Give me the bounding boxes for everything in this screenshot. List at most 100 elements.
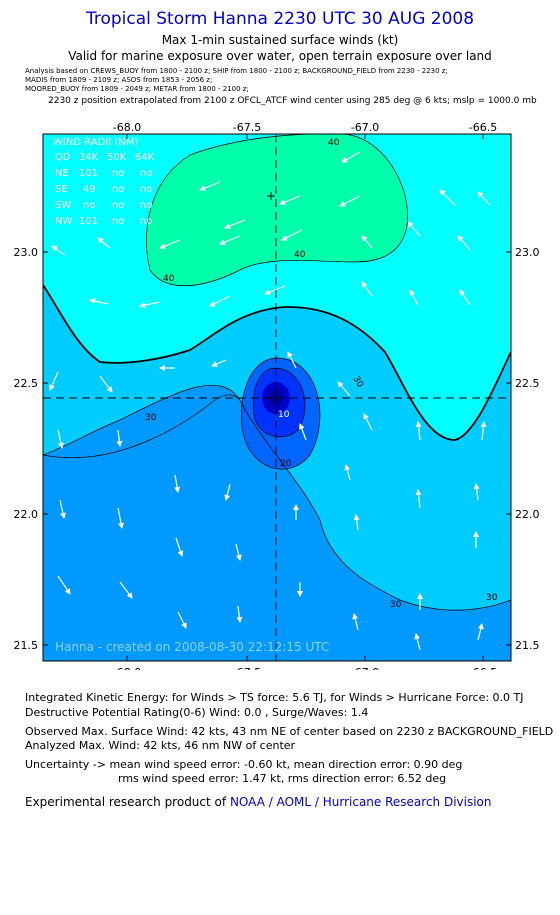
wind-vector-arrow <box>409 289 419 306</box>
wind-vector-arrow <box>59 499 66 519</box>
wind-vector-arrow <box>224 483 231 501</box>
wind-vector-arrow <box>119 581 133 599</box>
wind-vector-arrow <box>477 191 491 206</box>
wind-vector-arrow <box>339 195 361 207</box>
data-sources-line: MOORED_BUOY from 1809 - 2049 z; METAR fr… <box>25 85 249 93</box>
wind-radii-cell: no <box>140 216 152 227</box>
wind-vector-arrow <box>477 623 484 641</box>
lat-tick-label: 22.5 <box>515 377 540 390</box>
lon-tick-label: -68.0 <box>113 121 141 134</box>
wind-vector-arrow <box>209 295 231 307</box>
contour-10-line <box>252 367 306 438</box>
lat-tick-label: 22.5 <box>14 377 39 390</box>
wind-vector-arrow <box>211 359 227 367</box>
contour-label: 30 <box>145 413 157 423</box>
wind-radii-header-cell: 34K <box>79 152 99 163</box>
contour-label: 20 <box>280 459 292 469</box>
wind-vector-arrow <box>439 189 456 206</box>
credit-line: Experimental research product of NOAA / … <box>25 795 492 809</box>
wind-radii-row: NW 101 no no <box>55 216 152 227</box>
axis-ticks <box>43 134 511 661</box>
wind-radii-row: NE 101 no no <box>55 168 152 179</box>
wind-radii-header-cell: 50K <box>107 152 127 163</box>
wind-vector-arrow <box>89 298 109 305</box>
field-above-40kt <box>146 134 408 286</box>
wind-radii-cell: no <box>140 168 152 179</box>
dpr-line: Destructive Potential Rating(0-6) Wind: … <box>25 706 369 719</box>
wind-vector-arrow <box>352 613 359 631</box>
lat-tick-label: 21.5 <box>14 639 39 652</box>
wind-vector-arrow <box>175 537 184 557</box>
contour-label: 10 <box>278 410 290 420</box>
contour-label: 40 <box>328 138 340 148</box>
uncertainty-line: Uncertainty -> mean wind speed error: -0… <box>25 758 463 771</box>
lat-tick-label: 22.0 <box>515 508 540 521</box>
contour-20-line <box>240 357 321 470</box>
wind-vector-arrow <box>177 611 187 629</box>
uncertainty-rms-line: rms wind speed error: 1.47 kt, rms direc… <box>118 772 447 785</box>
data-sources-line: MADIS from 1809 - 2109 z; ASOS from 1853… <box>25 76 213 84</box>
wind-vector-arrow <box>341 151 361 163</box>
wind-vector-arrow <box>344 464 351 481</box>
wind-vector-arrow <box>139 301 161 308</box>
lat-tick-label: 23.0 <box>515 246 540 259</box>
wind-vector-arrow <box>415 421 422 441</box>
wind-vector-arrow <box>298 423 307 441</box>
wind-radii-cell: NW <box>55 216 72 227</box>
contour-label: 30 <box>486 593 498 603</box>
wind-vector-arrow <box>99 375 113 393</box>
lat-tick-label: 23.0 <box>14 246 39 259</box>
wind-vector-arrow <box>480 421 487 441</box>
wind-radii-row: SE 49 no no <box>55 184 152 195</box>
lat-tick-label: 21.5 <box>515 639 540 652</box>
lon-tick-label: -66.5 <box>469 666 497 670</box>
wind-vector-arrow <box>235 543 242 561</box>
wind-vector-arrow <box>279 195 301 205</box>
observed-max-line: Observed Max. Surface Wind: 42 kts, 43 n… <box>25 725 554 738</box>
wind-vector-arrow <box>117 507 124 529</box>
wind-vector-arrow <box>361 281 373 297</box>
wind-analysis-map: 40 40 40 30 30 30 30 20 10 <box>14 121 540 670</box>
wind-vector-arrow <box>199 181 221 191</box>
page-subtitle: Max 1-min sustained surface winds (kt) <box>161 33 399 47</box>
lon-tick-label: -67.5 <box>233 121 261 134</box>
wind-vector-arrow <box>159 239 181 249</box>
wind-vector-arrow <box>49 371 59 391</box>
lat-tick-label: 22.0 <box>14 508 39 521</box>
wind-vector-arrow <box>407 221 421 237</box>
contour-30-line <box>43 384 511 611</box>
wind-radii-cell: 101 <box>79 216 98 227</box>
contour-labels: 40 40 40 30 30 30 30 20 10 <box>145 138 498 610</box>
wind-radii-cell: no <box>112 184 124 195</box>
lon-tick-label: -67.0 <box>351 121 379 134</box>
wind-radii-header-cell: QD <box>55 152 71 163</box>
aoml-hrd-link[interactable]: NOAA / AOML / Hurricane Research Divisio… <box>229 795 492 809</box>
page-title: Tropical Storm Hanna 2230 UTC 30 AUG 200… <box>85 9 475 29</box>
contour-label: 40 <box>294 250 306 260</box>
wind-radii-cell: no <box>140 200 152 211</box>
plot-frame <box>42 133 512 662</box>
analyzed-max-line: Analyzed Max. Wind: 42 kts, 46 nm NW of … <box>25 739 296 752</box>
wind-radii-cell: no <box>112 200 124 211</box>
wind-radii-cell: NE <box>55 168 69 179</box>
wind-vector-arrow <box>51 245 66 256</box>
lon-tick-label: -67.0 <box>351 666 379 670</box>
data-sources-line: Analysis based on CREWS_BUOY from 1800 -… <box>25 67 448 75</box>
wind-vector-arrow <box>264 285 286 295</box>
contour-label: 30 <box>390 600 402 610</box>
contour-34-line <box>43 284 511 441</box>
wind-vector-arrow <box>287 351 297 369</box>
wind-vector-arrow <box>57 575 71 595</box>
wind-radii-header: QD 34K 50K 64K <box>55 152 155 163</box>
credit-prefix: Experimental research product of <box>25 795 227 809</box>
page-subtitle-exposure: Valid for marine exposure over water, op… <box>68 49 492 63</box>
max-wind-plus-marker: + <box>266 189 276 203</box>
wind-vectors <box>49 151 491 651</box>
position-note: 2230 z position extrapolated from 2100 z… <box>48 96 537 106</box>
wind-field <box>43 134 511 661</box>
wind-vector-arrow <box>473 483 480 501</box>
axis-labels: -68.0 -67.5 -67.0 -66.5 -68.0 -67.5 -67.… <box>14 121 540 670</box>
created-note: Hanna - created on 2008-08-30 22:12:15 U… <box>55 640 329 654</box>
wind-radii-cell: no <box>112 216 124 227</box>
wind-radii-cell: 49 <box>83 184 96 195</box>
